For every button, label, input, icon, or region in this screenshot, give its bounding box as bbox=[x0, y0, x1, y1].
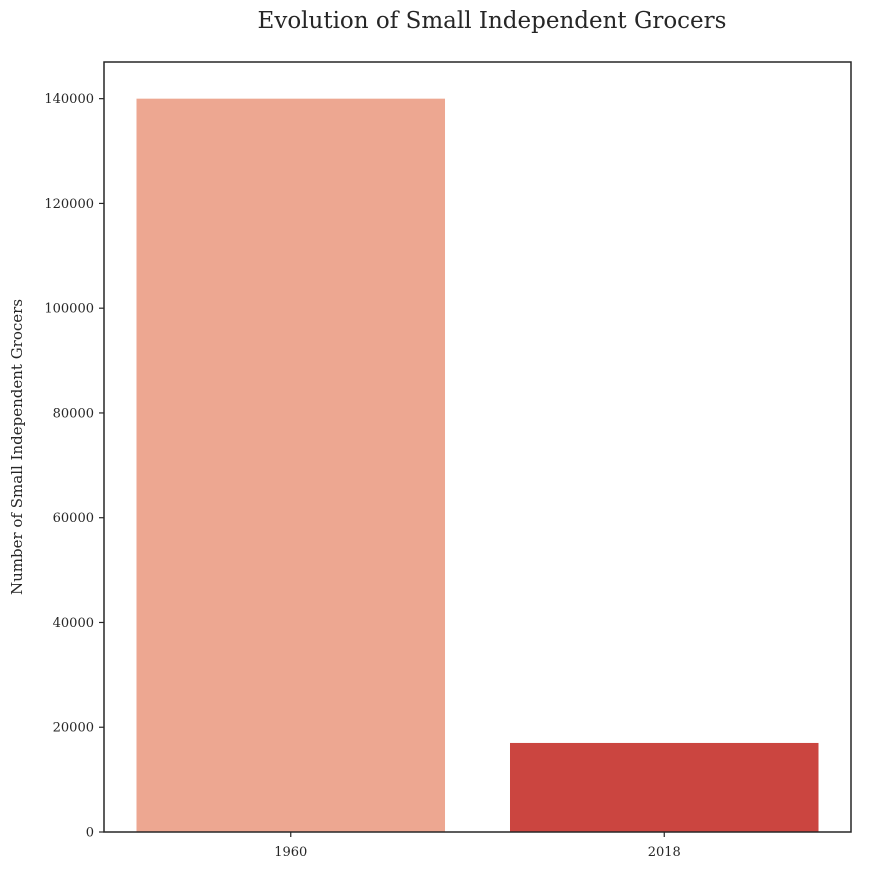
y-tick-label: 40000 bbox=[53, 616, 94, 631]
chart-title: Evolution of Small Independent Grocers bbox=[258, 8, 727, 34]
x-tick-label: 1960 bbox=[274, 845, 307, 860]
y-tick-label: 80000 bbox=[53, 406, 94, 421]
x-axis: 1960 2018 bbox=[274, 832, 681, 860]
y-tick-label: 0 bbox=[86, 826, 94, 841]
y-axis-label: Number of Small Independent Grocers bbox=[8, 299, 26, 595]
y-tick-label: 140000 bbox=[44, 92, 94, 107]
y-tick-label: 100000 bbox=[44, 302, 94, 317]
y-axis: 0 20000 40000 60000 80000 100000 120000 140000 bbox=[44, 92, 104, 841]
bar-1960 bbox=[136, 98, 446, 832]
y-tick-label: 120000 bbox=[44, 197, 94, 212]
bar-2018 bbox=[509, 742, 819, 832]
x-tick-label: 2018 bbox=[648, 845, 681, 860]
bars-layer bbox=[136, 98, 819, 832]
plot-frame bbox=[103, 61, 852, 833]
y-tick-label: 20000 bbox=[53, 721, 94, 736]
y-tick-label: 60000 bbox=[53, 511, 94, 526]
